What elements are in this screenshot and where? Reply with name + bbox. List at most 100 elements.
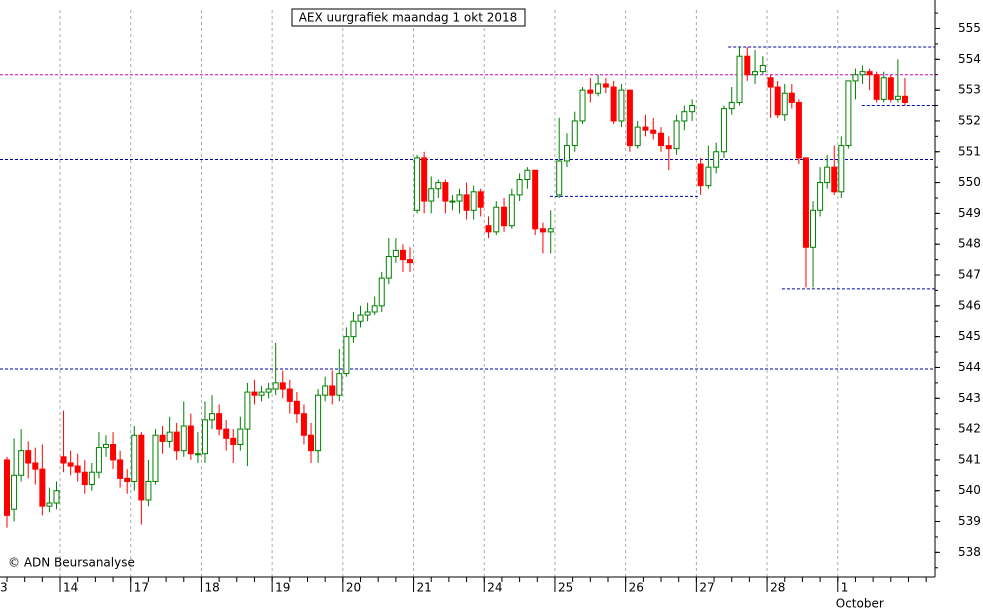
candle-body: [901, 95, 908, 103]
candle-body: [322, 385, 329, 396]
candle-body: [795, 101, 802, 159]
candle-body: [378, 277, 385, 307]
candle-body: [752, 71, 759, 76]
candle-body: [25, 450, 32, 464]
candle-body: [124, 477, 131, 482]
x-tick-label: 26: [629, 581, 644, 595]
y-tick-label: 544: [958, 360, 981, 374]
candle-body: [357, 314, 364, 322]
y-tick-label: 555: [958, 21, 981, 35]
candle-body: [532, 169, 539, 230]
candle-body: [720, 108, 727, 153]
candle-body: [563, 145, 570, 162]
candle-body: [293, 400, 300, 415]
candle-body: [131, 434, 138, 482]
candle-body: [138, 434, 145, 501]
candle-body: [810, 209, 817, 248]
candle-body: [449, 200, 456, 203]
candle-body: [516, 178, 523, 196]
candle-body: [887, 77, 894, 100]
candle-body: [244, 391, 251, 430]
candle-body: [759, 64, 766, 73]
x-tick-label: 19: [275, 581, 290, 595]
candle-body: [634, 126, 641, 147]
candle-body: [817, 182, 824, 211]
candle-body: [802, 157, 809, 248]
candle-body: [145, 480, 152, 501]
candle-body: [371, 305, 378, 313]
x-tick-label: 18: [204, 581, 219, 595]
y-tick-label: 540: [958, 483, 981, 497]
y-tick-label: 550: [958, 175, 981, 189]
y-tick-label: 546: [958, 298, 981, 312]
x-tick-label: 20: [346, 581, 361, 595]
candle-body: [880, 77, 887, 100]
candle-body: [407, 259, 414, 264]
candle-body: [173, 431, 180, 452]
candle-body: [223, 428, 230, 439]
candle-body: [350, 320, 357, 338]
candle-body: [894, 95, 901, 100]
candle-body: [39, 468, 46, 507]
candle-body: [650, 129, 657, 134]
candle-body: [343, 336, 350, 375]
candle-body: [414, 157, 421, 211]
candle-body: [315, 394, 322, 452]
x-tick-label: 24: [487, 581, 502, 595]
candle-body: [187, 425, 194, 455]
chart-title: AEX uurgrafiek maandag 1 okt 2018: [299, 11, 518, 25]
candle-body: [46, 502, 53, 507]
candle-body: [595, 83, 602, 94]
candle-body: [18, 450, 25, 476]
y-tick-label: 551: [958, 144, 981, 158]
candle-body: [602, 83, 609, 88]
candle-body: [3, 459, 10, 516]
candle-body: [279, 382, 286, 390]
candle-body: [744, 55, 751, 76]
candle-body: [60, 456, 67, 464]
candle-body: [102, 443, 109, 449]
candle-body: [329, 385, 336, 396]
x-sublabel: October: [836, 597, 884, 610]
candle-body: [788, 92, 795, 103]
candle-body: [237, 428, 244, 445]
x-tick-label: 25: [558, 581, 573, 595]
y-tick-label: 545: [958, 329, 981, 343]
candle-body: [32, 462, 39, 470]
candle-body: [300, 413, 307, 436]
x-tick-label: 3: [0, 581, 8, 595]
candle-body: [159, 434, 166, 442]
candle-body: [539, 228, 546, 233]
candle-body: [547, 228, 554, 233]
candle-body: [493, 206, 500, 233]
candle-body: [251, 391, 258, 396]
candle-body: [579, 89, 586, 122]
candle-body: [736, 55, 743, 103]
y-tick-label: 552: [958, 113, 981, 127]
y-tick-label: 554: [958, 52, 981, 66]
candle-body: [767, 77, 774, 88]
candle-body: [501, 206, 508, 227]
candle-body: [364, 311, 371, 316]
y-tick-label: 547: [958, 268, 981, 282]
candle-body: [873, 74, 880, 100]
candle-body: [194, 453, 201, 456]
candle-body: [556, 160, 563, 196]
candle-body: [392, 249, 399, 258]
candle-body: [74, 465, 81, 473]
candle-body: [838, 145, 845, 193]
candle-body: [524, 169, 531, 180]
candle-body: [705, 166, 712, 187]
y-tick-label: 541: [958, 452, 981, 466]
candle-body: [421, 157, 428, 202]
candle-body: [435, 182, 442, 190]
y-tick-label: 542: [958, 422, 981, 436]
candle-body: [665, 145, 672, 150]
candle-body: [152, 434, 159, 482]
x-tick-label: 1: [841, 581, 849, 595]
candle-body: [110, 443, 117, 461]
candle-body: [824, 166, 831, 184]
